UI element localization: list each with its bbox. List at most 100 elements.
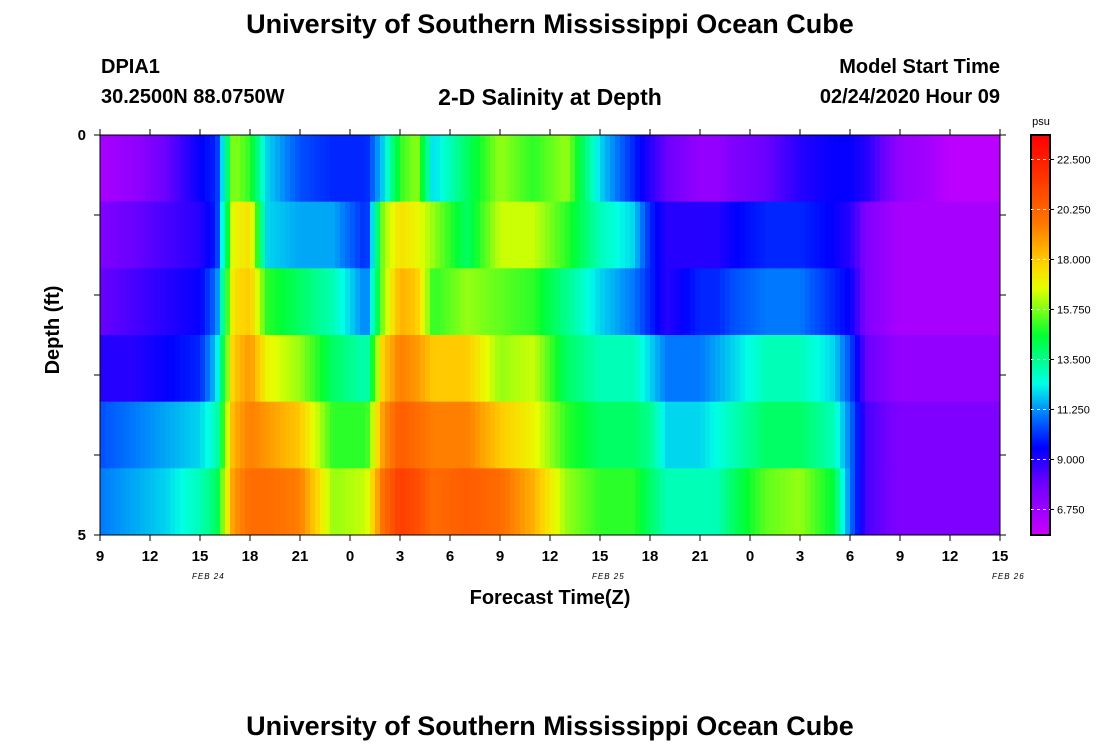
colorbar-segment <box>1031 473 1050 476</box>
heatmap-cell <box>720 135 726 203</box>
colorbar-segment <box>1031 311 1050 314</box>
heatmap-cell <box>450 201 456 269</box>
heatmap-cell <box>350 401 356 469</box>
colorbar-segment <box>1031 347 1050 350</box>
heatmap-cell <box>425 335 431 403</box>
heatmap-cell <box>350 201 356 269</box>
colorbar-segment <box>1031 341 1050 344</box>
heatmap-cell <box>240 201 246 269</box>
heatmap-cell <box>455 468 461 535</box>
colorbar-segment <box>1031 169 1050 172</box>
heatmap-cell <box>520 401 526 469</box>
heatmap-cell <box>475 268 481 336</box>
colorbar-segment <box>1031 283 1050 286</box>
heatmap-cell <box>370 268 376 336</box>
colorbar-segment <box>1031 135 1050 138</box>
colorbar-segment <box>1031 351 1050 354</box>
heatmap-cell <box>645 268 651 336</box>
heatmap-cell <box>435 335 441 403</box>
heatmap-cell <box>685 468 691 535</box>
heatmap-cell <box>495 135 501 203</box>
x-tick-label: 12 <box>942 548 959 565</box>
heatmap-cell <box>985 268 991 336</box>
colorbar-segment <box>1031 167 1050 170</box>
heatmap-cell <box>880 335 886 403</box>
colorbar-segment <box>1031 369 1050 372</box>
heatmap-cell <box>620 135 626 203</box>
colorbar-segment <box>1031 353 1050 356</box>
colorbar-segment <box>1031 459 1050 462</box>
x-tick-label: 6 <box>446 548 454 565</box>
heatmap-cell <box>720 268 726 336</box>
heatmap-cell <box>540 468 546 535</box>
heatmap-cell <box>270 401 276 469</box>
colorbar-segment <box>1031 225 1050 228</box>
colorbar-segment <box>1031 147 1050 150</box>
heatmap-cell <box>325 335 331 403</box>
heatmap-cell <box>250 201 256 269</box>
heatmap-cell <box>650 468 656 535</box>
heatmap-cell <box>650 268 656 336</box>
heatmap-cell <box>145 201 151 269</box>
heatmap-cell <box>310 468 316 535</box>
x-tick-label: 18 <box>642 548 659 565</box>
heatmap-cell <box>215 401 221 469</box>
heatmap-cell <box>255 468 261 535</box>
heatmap-cell <box>420 268 426 336</box>
heatmap-cell <box>905 401 911 469</box>
colorbar-segment <box>1031 251 1050 254</box>
heatmap-cell <box>640 135 646 203</box>
heatmap-cell <box>315 335 321 403</box>
heatmap-cell <box>830 335 836 403</box>
heatmap-cell <box>140 401 146 469</box>
heatmap-cell <box>145 401 151 469</box>
heatmap-cell <box>890 268 896 336</box>
heatmap-cell <box>875 335 881 403</box>
heatmap-cell <box>460 335 466 403</box>
heatmap-cell <box>945 401 951 469</box>
heatmap-cell <box>480 401 486 469</box>
heatmap-cell <box>540 335 546 403</box>
heatmap-cell <box>995 268 1000 336</box>
heatmap-cell <box>225 201 231 269</box>
heatmap-cell <box>265 201 271 269</box>
heatmap-cell <box>205 201 211 269</box>
heatmap-cell <box>140 135 146 203</box>
heatmap-cell <box>605 135 611 203</box>
heatmap-cell <box>700 468 706 535</box>
colorbar-segment <box>1031 455 1050 458</box>
heatmap-cell <box>455 201 461 269</box>
heatmap-cell <box>970 335 976 403</box>
heatmap-cell <box>950 401 956 469</box>
heatmap-cell <box>550 335 556 403</box>
heatmap-cell <box>575 335 581 403</box>
heatmap-cell <box>395 335 401 403</box>
heatmap-cell <box>310 401 316 469</box>
heatmap-cell <box>740 135 746 203</box>
heatmap-cell <box>145 468 151 535</box>
heatmap-cell <box>975 135 981 203</box>
heatmap-cell <box>530 335 536 403</box>
heatmap-cell <box>165 468 171 535</box>
heatmap-cell <box>505 335 511 403</box>
heatmap-cell <box>655 335 661 403</box>
heatmap-cell <box>965 468 971 535</box>
colorbar: 6.750 9.000 11.250 13.500 15.750 18.000 20.250… <box>1030 134 1091 536</box>
heatmap-cell <box>625 135 631 203</box>
heatmap-cell <box>150 335 156 403</box>
heatmap-cell <box>840 135 846 203</box>
heatmap-cell <box>795 335 801 403</box>
x-tick-label: 6 <box>846 548 854 565</box>
heatmap-cell <box>370 135 376 203</box>
heatmap-cell <box>530 135 536 203</box>
heatmap-cell <box>300 335 306 403</box>
colorbar-segment <box>1031 159 1050 162</box>
heatmap-cell <box>225 335 231 403</box>
heatmap-cell <box>805 201 811 269</box>
colorbar-tick-label: 13.500 <box>1057 354 1091 366</box>
heatmap-cell <box>595 401 601 469</box>
heatmap-cell <box>625 201 631 269</box>
colorbar-segment <box>1031 527 1050 530</box>
heatmap-cell <box>140 335 146 403</box>
heatmap-cell <box>435 201 441 269</box>
